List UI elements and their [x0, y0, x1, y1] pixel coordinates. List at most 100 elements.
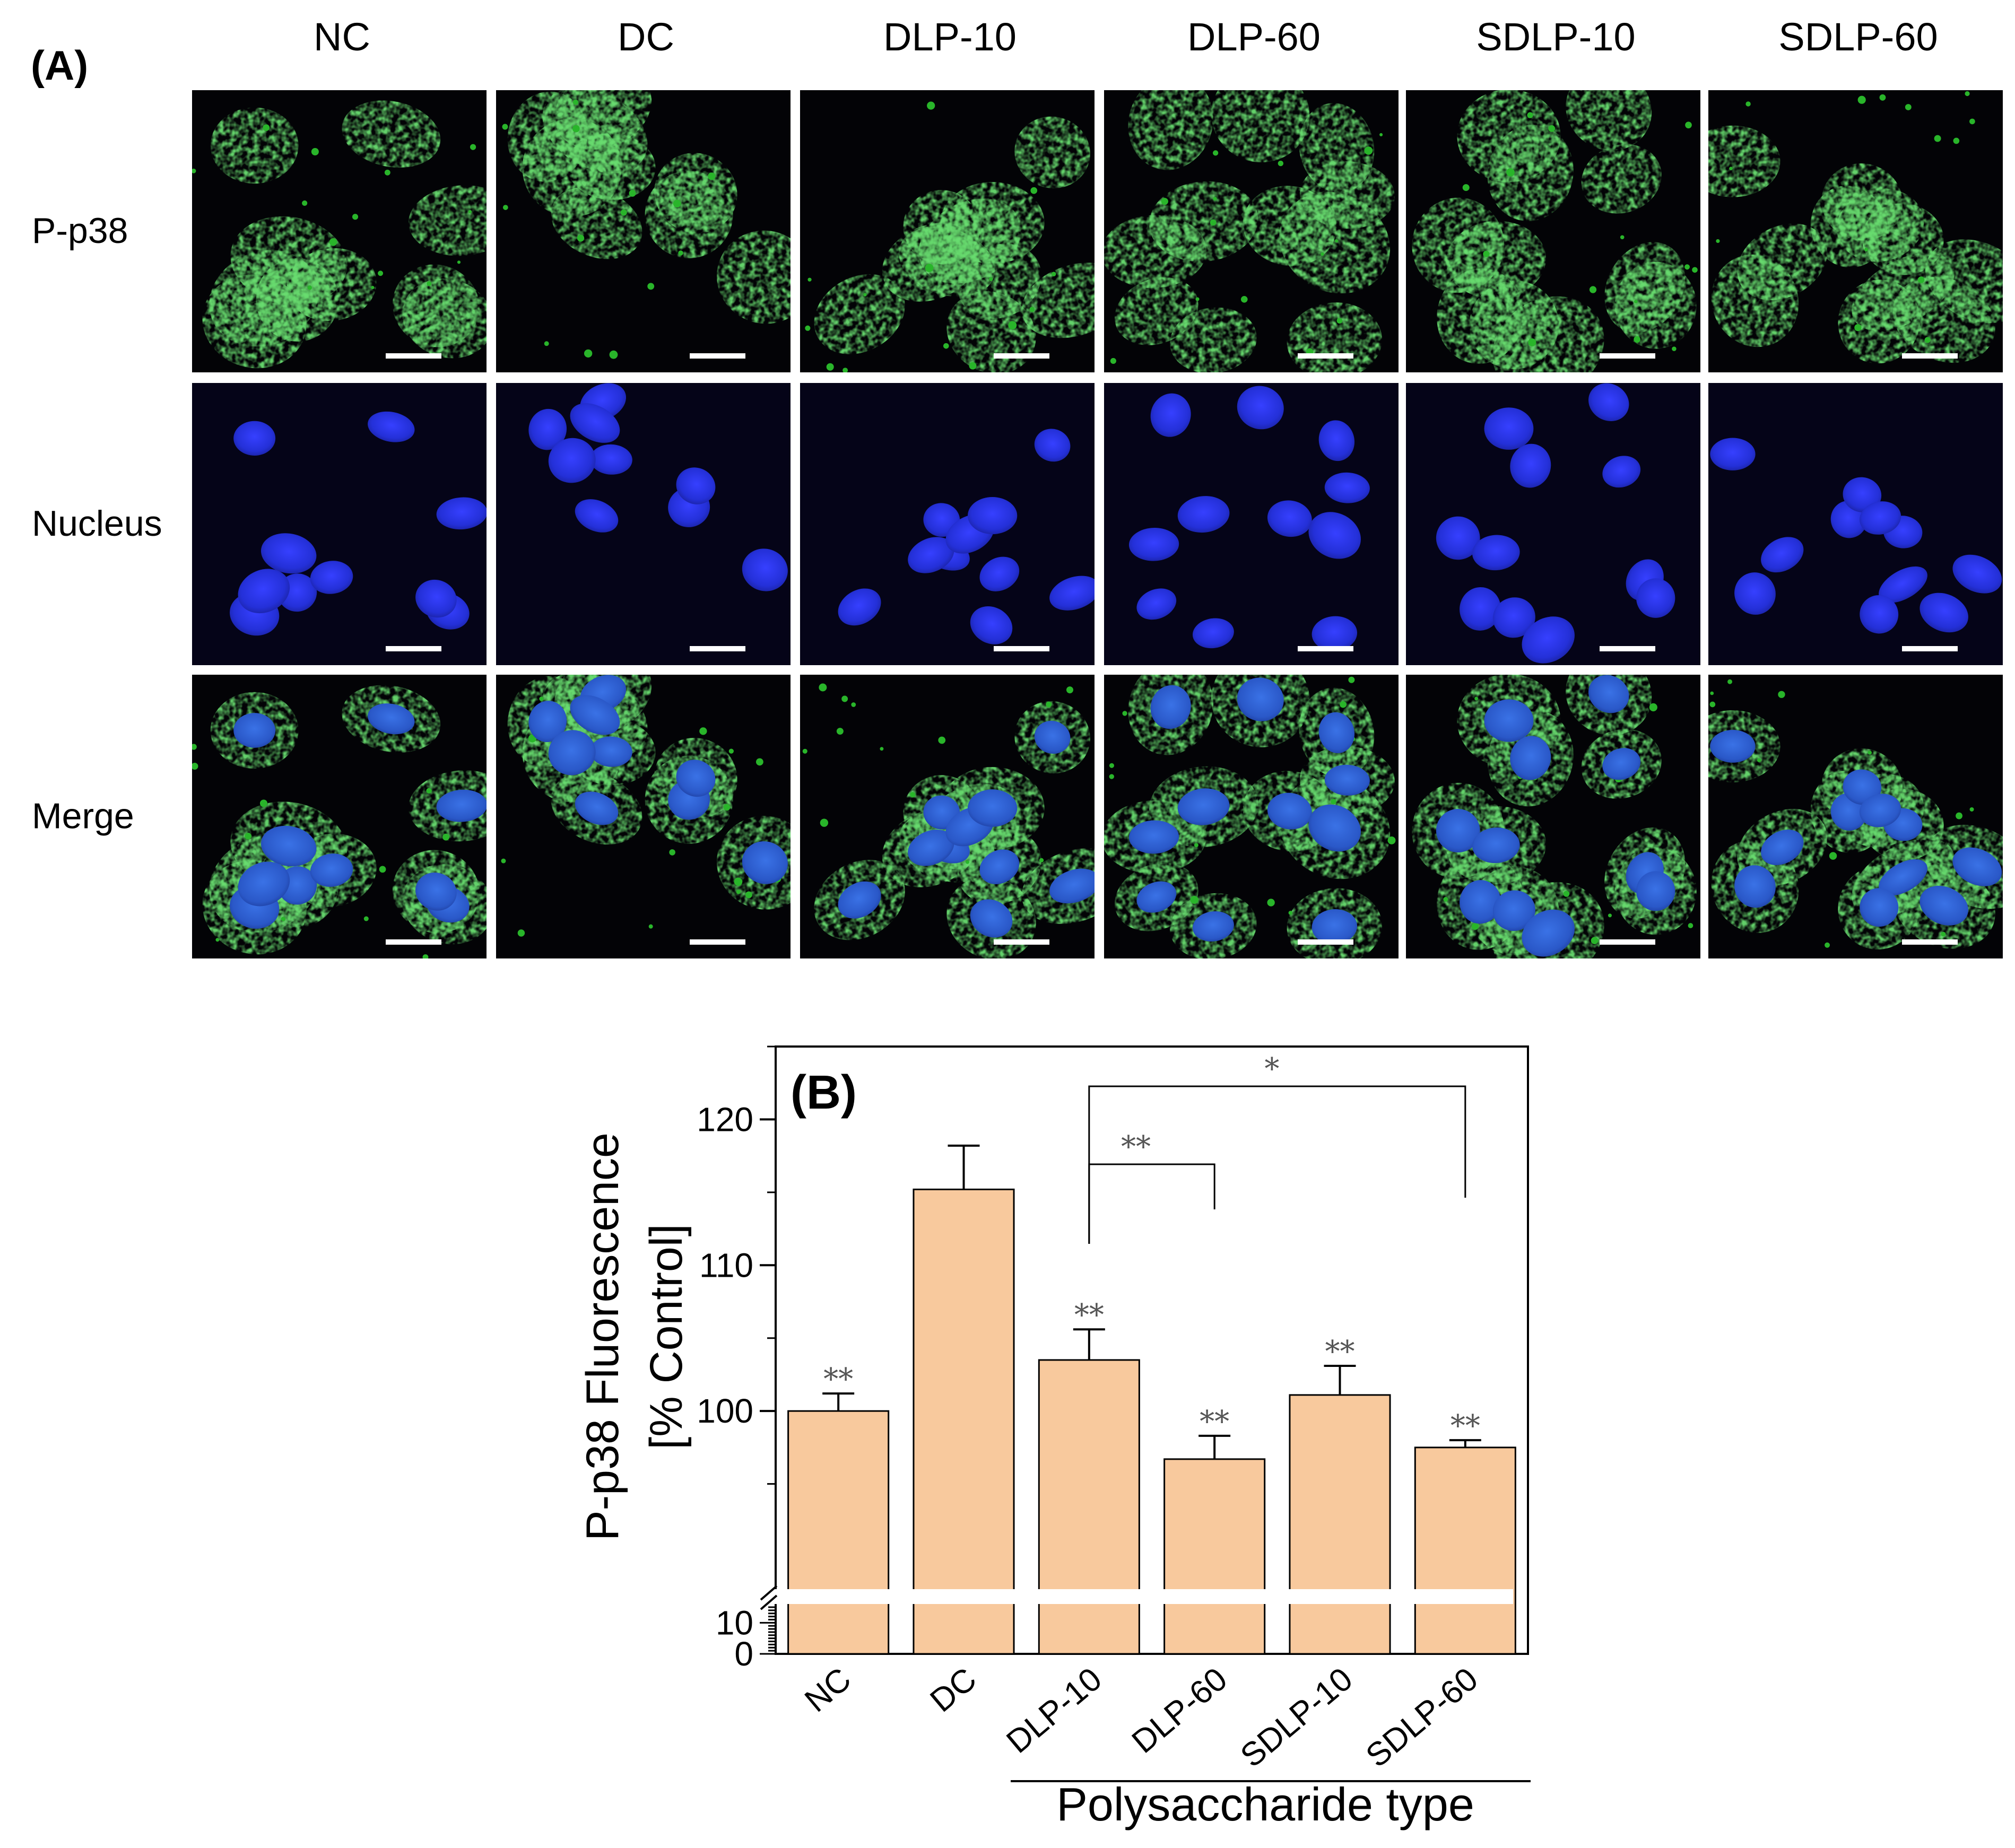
nucleus: [528, 701, 567, 743]
scale-bar: [994, 939, 1049, 945]
nucleus: [575, 791, 619, 825]
y-tick-label: 0: [734, 1635, 753, 1673]
cytoplasm-stain: [1115, 277, 1198, 345]
puncta: [1122, 711, 1127, 716]
cytoplasm-stain: [408, 185, 487, 256]
nucleus: [1128, 820, 1179, 854]
puncta: [1528, 338, 1536, 346]
nucleus: [1602, 456, 1641, 488]
cytoplasm-stain: [814, 274, 905, 354]
cytoplasm-stain: [1614, 261, 1697, 349]
puncta: [910, 792, 916, 798]
nucleus: [1460, 880, 1501, 924]
nucleus: [238, 861, 290, 906]
nucleus: [1318, 420, 1355, 461]
puncta: [379, 866, 386, 873]
comparison-label: *: [1264, 1052, 1279, 1086]
puncta: [802, 748, 807, 754]
puncta: [1109, 763, 1115, 768]
puncta: [734, 877, 743, 886]
puncta: [805, 325, 811, 331]
scale-bar: [1298, 646, 1353, 651]
nucleus-tile: [192, 383, 487, 665]
row-header: P-p38: [32, 211, 128, 251]
nucleus: [1192, 911, 1234, 942]
significance-label: **: [1451, 1409, 1480, 1443]
puncta: [841, 695, 848, 702]
puncta: [1195, 297, 1200, 301]
puncta: [572, 99, 578, 105]
x-tick-label: NC: [798, 1661, 858, 1719]
puncta: [1335, 239, 1339, 243]
significance-label: **: [1200, 1405, 1229, 1439]
puncta: [1917, 276, 1925, 283]
puncta: [1868, 751, 1872, 755]
cytoplasm-stain: [1708, 125, 1781, 197]
nucleus: [1860, 888, 1899, 927]
cytoplasm-stain: [940, 181, 1045, 264]
puncta: [502, 205, 508, 210]
nucleus: [1710, 438, 1756, 470]
puncta: [1240, 295, 1248, 303]
scale-bar: [1600, 939, 1655, 945]
nucleus: [1588, 675, 1629, 713]
cytoplasm-stain: [1104, 215, 1207, 289]
x-tick-label: DLP-60: [1125, 1661, 1234, 1760]
nucleus: [676, 760, 716, 797]
puncta: [1474, 696, 1478, 701]
nucleus: [1460, 587, 1501, 631]
nucleus: [1879, 566, 1927, 603]
puncta: [1969, 807, 1974, 812]
puncta: [442, 833, 450, 841]
puncta: [281, 917, 286, 921]
puncta: [966, 860, 969, 864]
puncta: [378, 271, 384, 276]
puncta: [938, 736, 946, 744]
nucleus: [310, 561, 353, 594]
puncta: [836, 728, 844, 735]
scale-bar: [1600, 646, 1655, 651]
puncta: [807, 277, 812, 282]
puncta: [1483, 250, 1490, 257]
puncta: [457, 260, 461, 264]
nucleus: [1308, 804, 1361, 852]
x-tick-label: DC: [924, 1661, 984, 1719]
x-tick-label: SDLP-60: [1359, 1661, 1485, 1775]
nucleus: [1636, 578, 1675, 618]
puncta: [728, 748, 734, 754]
p38-tile: [496, 90, 791, 372]
nucleus: [1761, 537, 1804, 573]
significance-label: **: [823, 1362, 853, 1397]
puncta: [723, 804, 731, 811]
p38-tile: [1708, 90, 2003, 372]
break-mark: [760, 1594, 778, 1610]
puncta: [736, 890, 741, 894]
comparison-bracket: [1088, 1163, 1215, 1244]
puncta: [1506, 168, 1515, 177]
scale-bar: [386, 353, 441, 359]
puncta: [1589, 286, 1597, 293]
nucleus: [1177, 788, 1230, 825]
puncta: [1471, 922, 1479, 930]
cytoplasm-stain: [1581, 144, 1662, 214]
cytoplasm-stain: [1446, 221, 1546, 299]
puncta: [927, 101, 935, 110]
nucleus: [970, 899, 1013, 938]
puncta: [1039, 858, 1044, 862]
puncta: [699, 727, 707, 735]
cytoplasm-stain: [1838, 280, 1920, 364]
y-tick-label: 100: [697, 1392, 753, 1430]
puncta: [1527, 112, 1533, 118]
puncta: [1688, 923, 1693, 928]
puncta: [820, 818, 829, 827]
puncta: [1046, 701, 1052, 708]
bar: [1038, 1359, 1140, 1655]
x-tick-label: SDLP-10: [1234, 1661, 1359, 1775]
puncta: [1340, 701, 1347, 708]
nucleus: [1472, 535, 1520, 571]
nucleus: [1237, 677, 1284, 721]
cytoplasm-stain: [1457, 90, 1561, 182]
nucleus: [1318, 712, 1355, 753]
p38-tile: [800, 90, 1095, 372]
puncta: [1685, 121, 1692, 129]
